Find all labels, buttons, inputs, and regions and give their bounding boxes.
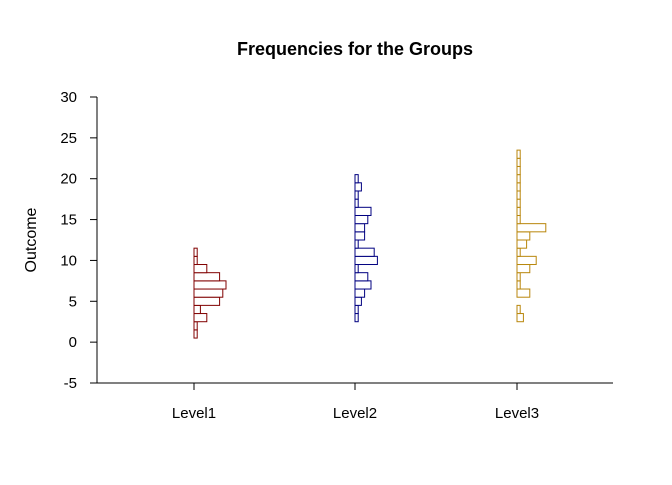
histogram-bar xyxy=(516,304,521,315)
histogram-bar xyxy=(193,288,224,298)
histogram-bar xyxy=(354,231,366,241)
histogram-bar xyxy=(354,304,359,315)
histogram-bar xyxy=(516,206,521,216)
histogram-level2 xyxy=(354,174,378,323)
histogram-bar xyxy=(516,190,521,200)
y-tick-label: 20 xyxy=(60,171,77,188)
y-tick-label: 10 xyxy=(60,252,77,269)
histogram-bar xyxy=(354,206,372,216)
histogram-bar xyxy=(516,231,531,241)
histogram-bar xyxy=(354,272,369,282)
histogram-bar xyxy=(354,223,366,233)
x-tick-label: Level3 xyxy=(495,405,539,422)
histogram-bar xyxy=(516,174,521,184)
histogram-bar xyxy=(516,280,521,290)
histogram-bar xyxy=(354,264,359,274)
histogram-bar xyxy=(193,304,201,315)
histogram-bar xyxy=(516,157,521,167)
histogram-bar xyxy=(516,288,531,298)
histogram-level3 xyxy=(516,149,547,323)
x-tick-label: Level1 xyxy=(172,405,216,422)
histogram-bar xyxy=(193,280,227,290)
histogram-bar xyxy=(516,264,531,274)
histogram-bar xyxy=(516,255,537,266)
histogram-bar xyxy=(193,264,208,274)
histogram-bar xyxy=(354,182,362,192)
histogram-bar xyxy=(354,198,359,208)
histogram-bar xyxy=(354,214,369,225)
x-tick-label: Level2 xyxy=(333,405,377,422)
histogram-bar xyxy=(516,198,521,208)
histogram-bar xyxy=(193,247,198,257)
histogram-bar xyxy=(516,214,521,225)
histogram-bar xyxy=(516,165,521,176)
y-ticks: -5 0 5 10 15 20 25 30 xyxy=(60,89,97,392)
histogram-bar xyxy=(516,239,528,249)
y-tick-label: 5 xyxy=(69,293,77,310)
histogram-bar xyxy=(193,296,221,306)
y-tick-label: 15 xyxy=(60,212,77,229)
chart-title: Frequencies for the Groups xyxy=(237,39,473,59)
y-tick-label: 25 xyxy=(60,130,77,147)
histogram-bar xyxy=(516,223,547,233)
histogram-bar xyxy=(516,272,521,282)
histogram-bar xyxy=(193,272,221,282)
y-tick-label: 30 xyxy=(60,89,77,106)
histogram-bar xyxy=(354,190,359,200)
histogram-bar xyxy=(193,329,198,339)
histogram-bar xyxy=(354,313,359,323)
histogram-bar xyxy=(193,313,208,323)
histogram-bar xyxy=(354,255,378,266)
histogram-bar xyxy=(516,313,524,323)
histogram-bar xyxy=(354,288,366,298)
histogram-bar xyxy=(354,296,362,306)
histogram-bar xyxy=(354,239,359,249)
histogram-bars xyxy=(193,149,547,339)
y-axis-label: Outcome xyxy=(23,207,40,272)
histogram-bar xyxy=(193,255,198,266)
histogram-bar xyxy=(354,280,372,290)
histogram-level1 xyxy=(193,247,227,339)
histogram-bar xyxy=(516,247,521,257)
x-ticks: Level1 Level2 Level3 xyxy=(172,383,539,422)
y-tick-label: 0 xyxy=(69,334,77,351)
histogram-bar xyxy=(354,247,375,257)
histogram-bar xyxy=(516,182,521,192)
histogram-bar xyxy=(193,321,198,331)
histogram-bar xyxy=(516,149,521,159)
y-tick-label: -5 xyxy=(64,375,77,392)
histogram-bar xyxy=(354,174,359,184)
